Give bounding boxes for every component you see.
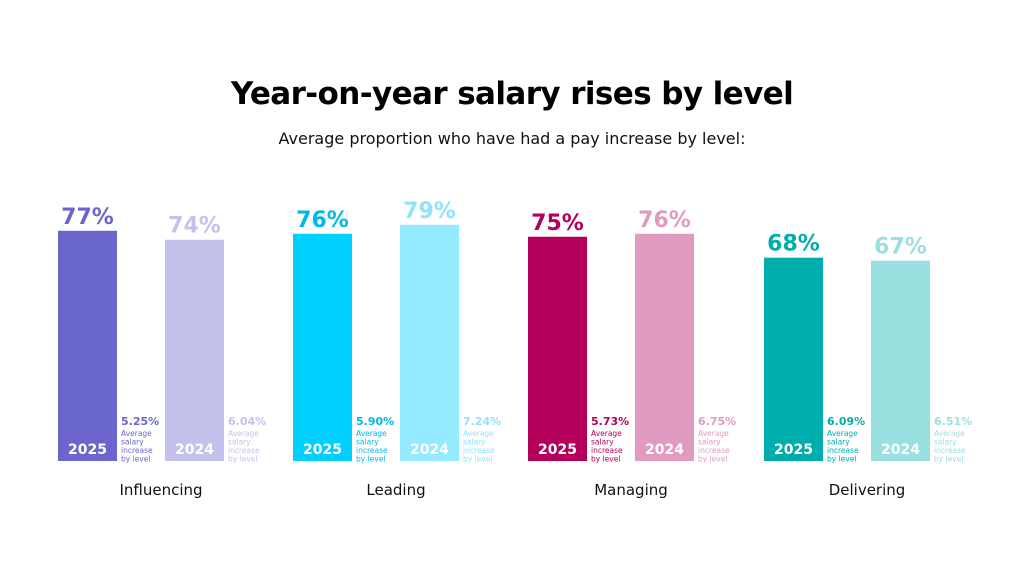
category-label-managing: Managing [594,481,668,499]
salary-increase-caption: by level [356,455,385,464]
salary-increase-caption: Average [934,429,965,438]
category-label-delivering: Delivering [829,481,906,499]
salary-increase-caption: by level [827,455,856,464]
bar-leading-2024 [400,224,459,461]
salary-increase-value: 6.51% [934,415,972,428]
bar-managing-2024 [635,233,694,461]
salary-increase-caption: increase [934,446,966,455]
salary-increase-caption: Average [591,429,622,438]
salary-increase-caption: salary [356,438,379,447]
year-label: 2025 [303,442,342,458]
salary-increase-caption: Average [698,429,729,438]
bar-managing-2025 [528,236,587,461]
value-label: 79% [403,199,456,224]
value-label: 76% [296,208,349,233]
chart-subtitle: Average proportion who have had a pay in… [278,129,746,148]
salary-increase-caption: salary [121,438,144,447]
salary-increase-caption: salary [934,438,957,447]
salary-increase-caption: by level [228,455,257,464]
salary-increase-value: 6.09% [827,415,865,428]
salary-increase-caption: by level [463,455,492,464]
value-label: 77% [61,205,114,230]
salary-increase-caption: by level [698,455,727,464]
category-label-influencing: Influencing [119,481,202,499]
salary-increase-caption: salary [827,438,850,447]
year-label: 2024 [881,442,920,458]
salary-increase-caption: by level [591,455,620,464]
salary-increase-caption: by level [121,455,150,464]
salary-increase-caption: Average [356,429,387,438]
value-label: 68% [767,232,820,257]
salary-increase-caption: increase [121,446,153,455]
chart-title: Year-on-year salary rises by level [230,76,794,112]
salary-increase-value: 6.75% [698,415,736,428]
salary-increase-caption: increase [698,446,730,455]
salary-increase-caption: salary [698,438,721,447]
value-label: 67% [874,235,927,260]
salary-increase-caption: increase [228,446,260,455]
salary-increase-caption: salary [591,438,614,447]
year-label: 2024 [410,442,449,458]
year-label: 2025 [538,442,577,458]
salary-increase-caption: increase [356,446,388,455]
salary-increase-caption: by level [934,455,963,464]
year-label: 2025 [774,442,813,458]
bar-delivering-2024 [871,260,930,461]
salary-increase-caption: Average [463,429,494,438]
salary-increase-value: 5.73% [591,415,629,428]
salary-increase-value: 5.25% [121,415,159,428]
salary-increase-caption: increase [463,446,495,455]
bar-leading-2025 [293,233,352,461]
bar-influencing-2024 [165,239,224,461]
salary-increase-caption: increase [591,446,623,455]
salary-increase-value: 6.04% [228,415,266,428]
value-label: 75% [531,211,584,236]
value-label: 76% [638,208,691,233]
value-label: 74% [168,214,221,239]
salary-increase-value: 7.24% [463,415,501,428]
bar-influencing-2025 [58,230,117,461]
salary-increase-caption: Average [827,429,858,438]
year-label: 2025 [68,442,107,458]
salary-increase-caption: increase [827,446,859,455]
salary-increase-caption: salary [463,438,486,447]
bar-delivering-2025 [764,257,823,461]
salary-increase-caption: Average [121,429,152,438]
category-label-leading: Leading [366,481,425,499]
salary-increase-caption: salary [228,438,251,447]
salary-increase-value: 5.90% [356,415,394,428]
salary-increase-caption: Average [228,429,259,438]
year-label: 2024 [645,442,684,458]
year-label: 2024 [175,442,214,458]
